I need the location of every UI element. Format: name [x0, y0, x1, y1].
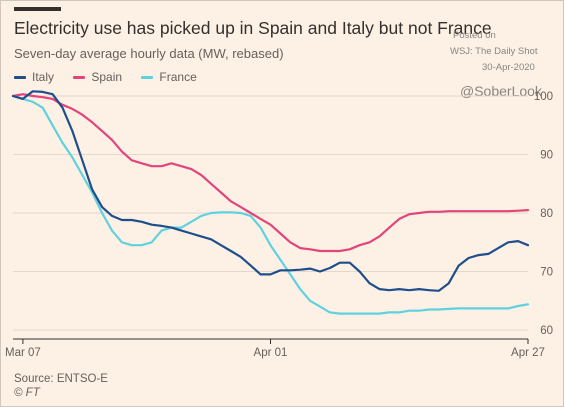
series-line-france — [11, 94, 530, 315]
chart-title: Electricity use has picked up in Spain a… — [14, 18, 492, 38]
legend: Italy Spain France — [14, 70, 213, 84]
y-tick-label-70: 70 — [540, 267, 553, 279]
legend-item-italy: Italy — [14, 70, 54, 84]
legend-item-spain: Spain — [73, 70, 122, 84]
legend-swatch-france — [141, 76, 154, 80]
series-line-spain — [11, 93, 530, 253]
y-tick-label-80: 80 — [540, 208, 553, 220]
credit-note: © FT — [14, 387, 40, 399]
legend-label-italy: Italy — [32, 70, 55, 84]
legend-label-spain: Spain — [91, 70, 123, 84]
watermark-handle: @SoberLook — [460, 83, 542, 99]
x-tick-label-apr-27: Apr 27 — [511, 347, 545, 359]
chart-subtitle: Seven-day average hourly data (MW, rebas… — [14, 46, 284, 61]
watermark-outlet: WSJ: The Daily Shot — [450, 46, 538, 57]
y-tick-label-60: 60 — [540, 325, 553, 337]
x-tick-label-apr-01: Apr 01 — [254, 347, 288, 359]
y-tick-label-100: 100 — [534, 91, 553, 103]
legend-swatch-spain — [73, 76, 86, 80]
series-line-italy — [11, 90, 530, 292]
legend-label-france: France — [159, 70, 197, 84]
watermark-posted: Posted on — [453, 30, 496, 41]
y-tick-label-90: 90 — [540, 150, 553, 162]
x-tick-label-mar-07: Mar 07 — [5, 347, 41, 359]
legend-item-france: France — [141, 70, 197, 84]
source-note: Source: ENTSO-E — [14, 373, 108, 385]
watermark-date: 30-Apr-2020 — [482, 62, 535, 73]
title-accent-bar — [14, 7, 61, 11]
legend-swatch-italy — [14, 76, 26, 80]
